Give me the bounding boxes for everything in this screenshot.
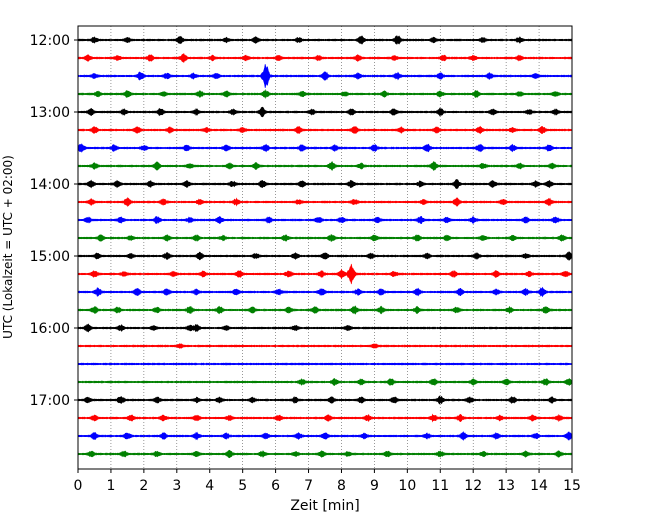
- trace-1315: [77, 125, 573, 135]
- trace-1345: [77, 160, 573, 172]
- trace-1300: [77, 106, 573, 118]
- trace-1200: [77, 35, 573, 45]
- trace-1515: [77, 263, 573, 285]
- trace-1500: [77, 251, 573, 261]
- y-tick-label: 13:00: [30, 105, 70, 121]
- y-tick-label: 16:00: [30, 321, 70, 337]
- y-tick-label: 14:00: [30, 177, 70, 193]
- x-tick-label: 1: [106, 478, 115, 494]
- x-tick-label: 0: [74, 478, 83, 494]
- x-tick-label: 6: [271, 478, 280, 494]
- seismic-traces: [77, 35, 573, 459]
- trace-1600: [77, 323, 573, 333]
- x-tick-label: 12: [464, 478, 482, 494]
- trace-1215: [77, 53, 573, 63]
- trace-1230: [77, 63, 573, 89]
- x-axis: 0 1 2 3 4 5 6 7 8 9 10 11 12 13 14 15: [74, 469, 581, 494]
- x-tick-label: 11: [431, 478, 449, 494]
- x-tick-label: 8: [337, 478, 346, 494]
- trace-1745: [77, 449, 573, 459]
- trace-1630: [77, 362, 573, 366]
- x-tick-label: 15: [563, 478, 581, 494]
- trace-1530: [77, 286, 573, 298]
- x-tick-label: 10: [398, 478, 416, 494]
- x-tick-label: 13: [497, 478, 515, 494]
- trace-1615: [77, 343, 573, 349]
- y-tick-label: 12:00: [30, 33, 70, 49]
- trace-1430: [77, 215, 573, 225]
- trace-1445: [77, 234, 573, 242]
- trace-1400: [77, 179, 573, 189]
- y-tick-label: 15:00: [30, 249, 70, 265]
- y-tick-label: 17:00: [30, 393, 70, 409]
- vertical-grid: [110, 26, 540, 469]
- trace-1645: [77, 377, 573, 387]
- x-tick-label: 2: [139, 478, 148, 494]
- trace-1715: [77, 413, 573, 423]
- trace-1700: [77, 395, 573, 405]
- x-axis-label: Zeit [min]: [290, 498, 359, 514]
- y-axis-label: UTC (Lokalzeit = UTC + 02:00): [1, 155, 15, 339]
- x-tick-label: 7: [304, 478, 313, 494]
- x-tick-label: 3: [172, 478, 181, 494]
- trace-1545: [77, 305, 573, 315]
- trace-1245: [77, 89, 573, 99]
- x-tick-label: 14: [530, 478, 548, 494]
- x-tick-label: 5: [238, 478, 247, 494]
- plot-frame: [77, 25, 573, 470]
- y-axis: 12:00 13:00 14:00 15:00 16:00 17:00: [30, 33, 78, 409]
- trace-1415: [77, 196, 573, 208]
- trace-1730: [77, 431, 573, 441]
- x-tick-label: 9: [370, 478, 379, 494]
- x-tick-label: 4: [205, 478, 214, 494]
- trace-1330: [77, 143, 573, 153]
